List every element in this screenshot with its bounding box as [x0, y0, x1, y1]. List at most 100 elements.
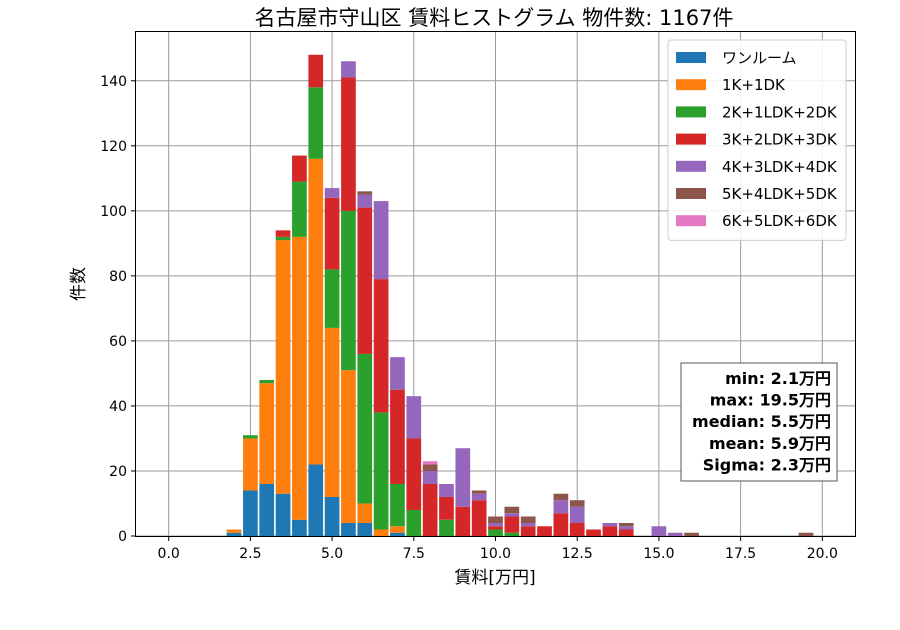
- histogram-bar: [439, 483, 454, 497]
- histogram-bar: [390, 357, 405, 390]
- histogram-bar: [471, 500, 487, 536]
- histogram-bar: [471, 493, 487, 501]
- histogram-bar: [341, 61, 356, 78]
- histogram-bar: [618, 522, 634, 527]
- histogram-bar: [504, 532, 520, 536]
- legend-label: 2K+1LDK+2DK: [722, 103, 838, 121]
- x-tick-label: 5.0: [321, 546, 343, 562]
- x-tick-label: 10.0: [480, 546, 511, 562]
- histogram-bar: [373, 529, 389, 536]
- y-tick-label: 140: [100, 74, 127, 90]
- histogram-bar: [618, 529, 634, 536]
- x-tick-label: 2.5: [239, 546, 261, 562]
- histogram-bar: [243, 490, 258, 536]
- histogram-bar: [520, 522, 536, 527]
- stats-line: Sigma: 2.3万円: [703, 455, 831, 474]
- histogram-bar: [226, 532, 242, 536]
- legend-label: 1K+1DK: [722, 76, 786, 94]
- legend-swatch: [676, 106, 706, 118]
- histogram-bar: [553, 513, 569, 536]
- legend-swatch: [676, 52, 706, 63]
- histogram-bar: [602, 522, 618, 527]
- histogram-bar: [569, 506, 585, 523]
- legend-box: [667, 39, 847, 241]
- x-tick-label: 12.5: [562, 546, 593, 562]
- histogram-bar: [341, 77, 356, 211]
- histogram-bar: [537, 526, 552, 536]
- legend-label: 6K+5LDK+6DK: [722, 212, 838, 230]
- histogram-bar: [341, 370, 356, 523]
- legend-swatch: [676, 215, 706, 227]
- legend-swatch: [676, 160, 706, 172]
- histogram-bar: [292, 236, 307, 520]
- histogram-bar: [373, 201, 389, 280]
- histogram-bar: [308, 464, 324, 536]
- histogram-bar: [422, 464, 438, 471]
- histogram-bar: [390, 526, 405, 533]
- legend-swatch: [676, 188, 706, 199]
- histogram-bar: [357, 522, 373, 536]
- histogram-bar: [259, 483, 275, 536]
- histogram-bar: [275, 236, 291, 241]
- legend-label: 4K+3LDK+4DK: [722, 158, 838, 176]
- histogram-bar: [602, 526, 618, 536]
- histogram-bar: [324, 496, 340, 536]
- histogram-bar: [292, 155, 307, 182]
- histogram-bar: [324, 188, 340, 198]
- y-tick-label: 120: [100, 139, 127, 155]
- y-tick-label: 100: [100, 204, 127, 220]
- y-axis-ticks: 0 20 40 60 80 100 120 140: [100, 74, 136, 545]
- histogram-bar: [357, 191, 373, 195]
- histogram-bar: [259, 379, 275, 384]
- histogram-bar: [243, 438, 258, 491]
- histogram-bar: [292, 181, 307, 237]
- histogram-bar: [243, 435, 258, 439]
- x-axis-label: 賃料[万円]: [454, 568, 535, 588]
- x-tick-label: 0.0: [158, 546, 180, 562]
- histogram-bar: [373, 412, 389, 530]
- histogram-bar: [341, 522, 356, 536]
- histogram-bar: [422, 461, 438, 465]
- histogram-bar: [422, 483, 438, 536]
- histogram-bar: [504, 513, 520, 517]
- histogram-bar: [667, 532, 683, 536]
- x-tick-label: 17.5: [725, 546, 756, 562]
- histogram-bar: [226, 529, 242, 533]
- stats-line: mean: 5.9万円: [709, 434, 831, 453]
- legend-label: ワンルーム: [722, 49, 797, 67]
- x-axis-ticks: 0.0 2.5 5.0 7.5 10.0 12.5 15.0 17.5 20.0: [158, 536, 838, 562]
- histogram-bar: [488, 529, 503, 536]
- y-axis-label: 件数: [69, 267, 89, 301]
- y-tick-label: 0: [118, 529, 127, 545]
- histogram-bar: [569, 522, 585, 536]
- histogram-bar: [390, 532, 405, 536]
- histogram-bar: [439, 519, 454, 536]
- y-tick-label: 40: [109, 399, 127, 415]
- histogram-bar: [488, 516, 503, 523]
- histogram-bar: [520, 516, 536, 523]
- x-tick-label: 7.5: [403, 546, 425, 562]
- histogram-bar: [504, 516, 520, 533]
- histogram-bar: [455, 448, 471, 507]
- histogram-bar: [357, 194, 373, 208]
- histogram-bar: [569, 500, 585, 507]
- histogram-bar: [324, 327, 340, 497]
- histogram-bar: [488, 522, 503, 527]
- histogram-bar: [520, 526, 536, 536]
- legend-swatch: [676, 133, 706, 145]
- histogram-bars: [226, 54, 814, 536]
- histogram-bar: [308, 158, 324, 465]
- y-tick-label: 80: [109, 269, 127, 285]
- histogram-bar: [357, 353, 373, 504]
- histogram-bar: [308, 87, 324, 159]
- histogram-bar: [488, 526, 503, 530]
- histogram-bar: [651, 526, 667, 536]
- x-tick-label: 15.0: [643, 546, 674, 562]
- histogram-bar: [390, 483, 405, 527]
- histogram-bar: [439, 496, 454, 520]
- chart-title: 名古屋市守山区 賃料ヒストグラム 物件数: 1167件: [255, 6, 734, 30]
- histogram-bar: [357, 207, 373, 354]
- histogram-bar: [798, 532, 814, 536]
- stats-line: min: 2.1万円: [725, 369, 831, 388]
- stats-line: max: 19.5万円: [710, 391, 831, 410]
